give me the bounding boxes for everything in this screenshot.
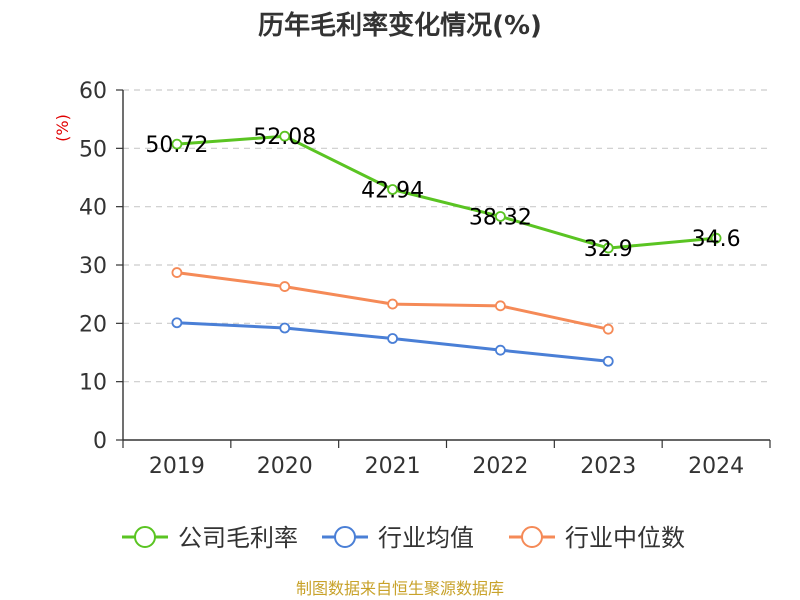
data-point [495, 344, 506, 356]
data-label: 52.08 [253, 125, 316, 150]
data-label: 42.94 [361, 179, 424, 204]
y-tick-label: 30 [79, 254, 107, 279]
legend[interactable]: 公司毛利率 行业均值 行业中位数 [122, 524, 685, 552]
legend-item[interactable]: 行业均值 [322, 524, 474, 552]
data-labels: 50.72 52.08 42.94 38.32 32.9 34.6 [145, 125, 740, 262]
series-1 [171, 317, 614, 367]
source-note: 制图数据来自恒生聚源数据库 [296, 579, 504, 598]
data-point [279, 130, 291, 142]
data-label: 50.72 [145, 133, 208, 158]
x-tick-label: 2022 [472, 454, 528, 479]
data-point [602, 355, 614, 367]
x-tick-label: 2021 [365, 454, 421, 479]
legend-label: 公司毛利率 [178, 524, 298, 552]
data-point [171, 138, 183, 150]
data-point [495, 300, 506, 312]
y-tick-label: 20 [79, 312, 107, 337]
legend-label: 行业均值 [378, 524, 474, 552]
data-point [171, 317, 183, 329]
data-point [602, 323, 614, 335]
y-tick-label: 0 [93, 429, 107, 454]
legend-swatch-marker [334, 526, 356, 548]
data-point [602, 242, 614, 254]
data-label: 34.6 [692, 227, 741, 252]
series-0 [171, 130, 722, 254]
legend-item[interactable]: 行业中位数 [509, 524, 685, 552]
data-point [279, 322, 291, 334]
legend-label: 行业中位数 [565, 524, 685, 552]
chart-title: 历年毛利率变化情况(%) [258, 10, 542, 41]
x-tick-label: 2019 [149, 454, 205, 479]
data-point [387, 298, 398, 310]
data-point [171, 267, 183, 278]
data-label: 38.32 [469, 205, 532, 230]
y-tick-label: 10 [79, 371, 107, 396]
x-tick-label: 2020 [257, 454, 313, 479]
data-point [387, 333, 398, 344]
legend-swatch-marker [521, 526, 543, 548]
axes: 0 10 20 30 40 50 60 2019 2020 2021 2022 2023 2024 [79, 79, 771, 479]
y-tick-label: 60 [79, 79, 107, 104]
x-tick-label: 2023 [580, 454, 636, 479]
data-point [279, 281, 291, 292]
series-2 [171, 267, 614, 335]
y-axis-unit-label: (%) [53, 114, 72, 142]
x-tick-label: 2024 [688, 454, 744, 479]
data-label: 32.9 [584, 237, 633, 262]
data-point [387, 184, 398, 195]
legend-swatch-marker [134, 526, 156, 548]
series-line [176, 134, 717, 250]
y-tick-label: 40 [79, 196, 107, 221]
legend-item[interactable]: 公司毛利率 [122, 524, 298, 552]
series-lines [171, 130, 722, 367]
data-point [710, 232, 722, 244]
gridlines [123, 89, 770, 383]
y-tick-label: 50 [79, 137, 107, 162]
data-point [495, 211, 506, 222]
